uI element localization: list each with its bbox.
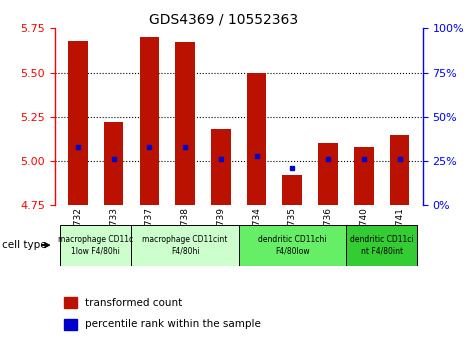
Text: percentile rank within the sample: percentile rank within the sample: [85, 319, 261, 330]
Bar: [346, 225, 418, 266]
Text: cell type: cell type: [2, 240, 47, 250]
Bar: [175, 42, 195, 205]
Bar: [390, 135, 409, 205]
Text: macrophage CD11c
1low F4/80hi: macrophage CD11c 1low F4/80hi: [58, 235, 133, 255]
Bar: [140, 37, 159, 205]
Text: dendritic CD11chi
F4/80low: dendritic CD11chi F4/80low: [258, 235, 326, 255]
Bar: [211, 129, 231, 205]
Text: GDS4369 / 10552363: GDS4369 / 10552363: [149, 12, 298, 27]
Bar: [283, 175, 302, 205]
Bar: [64, 319, 77, 330]
Text: transformed count: transformed count: [85, 298, 182, 308]
Bar: [104, 122, 124, 205]
Bar: [64, 297, 77, 308]
Bar: [354, 147, 374, 205]
Bar: [247, 73, 266, 205]
Text: macrophage CD11cint
F4/80hi: macrophage CD11cint F4/80hi: [142, 235, 228, 255]
Bar: [318, 143, 338, 205]
Bar: [238, 225, 346, 266]
Text: dendritic CD11ci
nt F4/80int: dendritic CD11ci nt F4/80int: [350, 235, 413, 255]
Bar: [132, 225, 238, 266]
Bar: [68, 41, 88, 205]
Bar: [60, 225, 132, 266]
